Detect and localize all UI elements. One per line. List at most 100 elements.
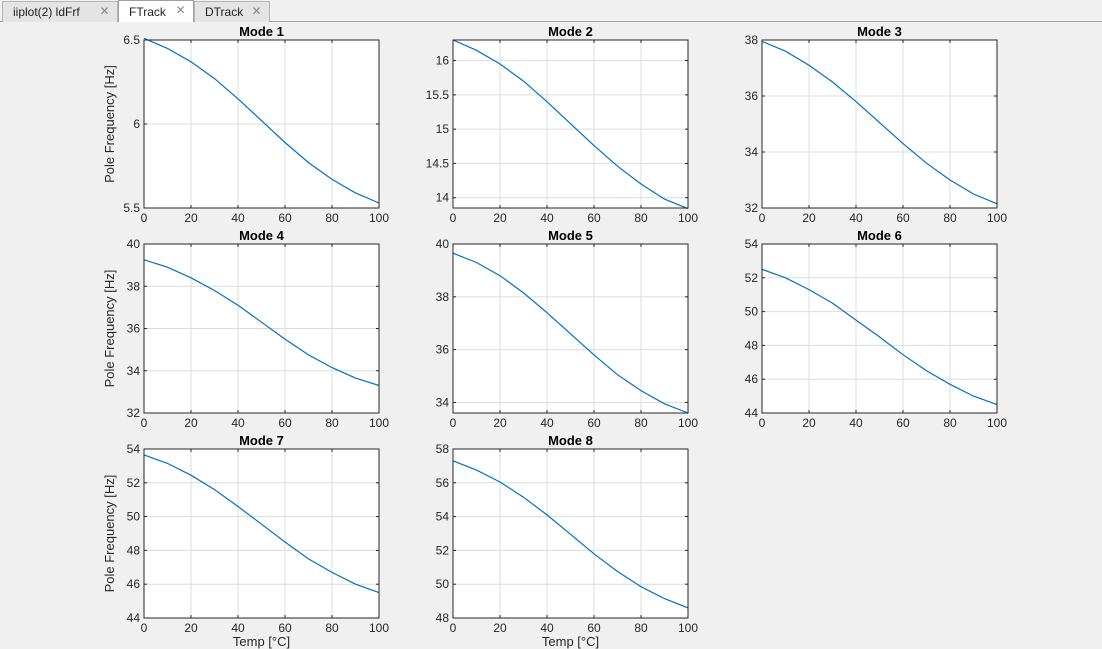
mode-3-title: Mode 3 bbox=[857, 24, 902, 39]
x-tick-label: 20 bbox=[184, 621, 198, 635]
x-tick-label: 0 bbox=[141, 211, 148, 225]
y-tick-label: 6.5 bbox=[123, 33, 140, 47]
axes-box bbox=[143, 448, 380, 619]
tab-iiplot-ldfrf[interactable]: iiplot(2) ldFrf ✕ bbox=[2, 1, 118, 22]
x-tick-label: 100 bbox=[369, 211, 389, 225]
plot-area bbox=[453, 449, 688, 618]
data-point bbox=[522, 496, 525, 499]
close-x-icon[interactable]: ✕ bbox=[251, 4, 262, 18]
y-tick-label: 36 bbox=[745, 89, 759, 103]
x-tick-label: 80 bbox=[325, 416, 339, 430]
data-point bbox=[522, 291, 525, 294]
data-point bbox=[260, 119, 263, 122]
mode-6-title: Mode 6 bbox=[857, 228, 902, 243]
data-point bbox=[499, 274, 502, 277]
tab-label: DTrack bbox=[205, 5, 244, 19]
y-tick-label: 15.5 bbox=[426, 88, 450, 102]
x-tick-label: 0 bbox=[759, 211, 766, 225]
y-tick-label: 36 bbox=[436, 343, 450, 357]
mode-1-axes[interactable]: 0 20 40 60 80 100 5.5 6 6.5 Mode 1 Pole Frequency … bbox=[102, 24, 389, 225]
data-point bbox=[143, 37, 146, 40]
x-tick-label: 60 bbox=[278, 416, 292, 430]
x-tick-label: 100 bbox=[678, 621, 698, 635]
x-axis-label: Temp [°C] bbox=[233, 634, 290, 649]
x-tick-label: 80 bbox=[634, 621, 648, 635]
close-x-icon[interactable]: ✕ bbox=[99, 4, 110, 18]
mode-5-axes[interactable]: 0 20 40 60 80 100 34 36 38 40 Mode 5 bbox=[436, 228, 699, 430]
data-point bbox=[616, 570, 619, 573]
y-tick-label: 52 bbox=[436, 543, 450, 557]
y-axis-label: Pole Frequency [Hz] bbox=[102, 270, 117, 388]
x-tick-label: 60 bbox=[587, 416, 601, 430]
tab-dtrack[interactable]: DTrack ✕ bbox=[194, 1, 270, 22]
y-tick-label: 54 bbox=[745, 237, 759, 251]
x-tick-label: 0 bbox=[450, 416, 457, 430]
data-point bbox=[307, 353, 310, 356]
data-point bbox=[902, 142, 905, 145]
axes-box bbox=[761, 243, 998, 414]
data-point bbox=[307, 161, 310, 164]
y-tick-label: 32 bbox=[127, 406, 141, 420]
x-tick-label: 40 bbox=[231, 621, 245, 635]
mode-7-axes[interactable]: 0 20 40 60 80 100 44 46 48 50 52 54 Mode 7 Pole Frequ… bbox=[102, 433, 389, 649]
data-point bbox=[831, 302, 834, 305]
x-tick-label: 60 bbox=[278, 211, 292, 225]
mode-2-axes[interactable]: 0 20 40 60 80 100 14 14.5 15 15.5 16 Mode 2 bbox=[426, 24, 699, 225]
y-tick-label: 54 bbox=[436, 510, 450, 524]
y-tick-label: 36 bbox=[127, 322, 141, 336]
data-point bbox=[237, 97, 240, 100]
data-point bbox=[284, 338, 287, 341]
y-tick-label: 14.5 bbox=[426, 156, 450, 170]
data-point bbox=[808, 288, 811, 291]
x-tick-label: 0 bbox=[450, 211, 457, 225]
data-point bbox=[499, 63, 502, 66]
mode-4-title: Mode 4 bbox=[239, 228, 285, 243]
mode-5-series-line bbox=[452, 252, 689, 414]
data-point bbox=[213, 77, 216, 80]
data-point bbox=[663, 402, 666, 405]
data-point bbox=[855, 100, 858, 103]
x-tick-label: 80 bbox=[325, 621, 339, 635]
data-point bbox=[855, 319, 858, 322]
y-tick-label: 34 bbox=[436, 395, 450, 409]
mode-8-series-line bbox=[452, 460, 689, 609]
data-point bbox=[949, 179, 952, 182]
data-point bbox=[808, 64, 811, 67]
x-tick-label: 0 bbox=[759, 416, 766, 430]
close-x-icon[interactable]: ✕ bbox=[175, 3, 186, 17]
y-tick-label: 46 bbox=[127, 577, 141, 591]
data-point bbox=[569, 122, 572, 125]
data-point bbox=[546, 513, 549, 516]
x-tick-label: 100 bbox=[369, 621, 389, 635]
data-point bbox=[616, 373, 619, 376]
data-point bbox=[354, 377, 357, 380]
data-point bbox=[878, 335, 881, 338]
data-point bbox=[354, 583, 357, 586]
data-point bbox=[640, 389, 643, 392]
mode-6-axes[interactable]: 0 20 40 60 80 100 44 46 48 50 52 54 Mode 6 bbox=[745, 228, 1008, 430]
mode-3-series-line bbox=[761, 40, 998, 205]
mode-8-axes[interactable]: 0 20 40 60 80 100 48 50 52 54 56 58 Mode 8 Temp [°C] bbox=[436, 433, 699, 649]
data-point bbox=[237, 304, 240, 307]
data-point bbox=[663, 597, 666, 600]
mode-4-axes[interactable]: 0 20 40 60 80 100 32 34 36 38 40 Mode 4 Pole Frequen… bbox=[102, 228, 389, 430]
x-tick-label: 80 bbox=[943, 211, 957, 225]
data-point bbox=[475, 49, 478, 52]
data-point bbox=[831, 81, 834, 84]
tab-ftrack[interactable]: FTrack ✕ bbox=[118, 0, 194, 22]
x-tick-label: 0 bbox=[141, 621, 148, 635]
x-tick-label: 60 bbox=[587, 621, 601, 635]
y-tick-label: 48 bbox=[127, 543, 141, 557]
data-point bbox=[663, 198, 666, 201]
x-tick-label: 80 bbox=[634, 416, 648, 430]
data-point bbox=[593, 144, 596, 147]
data-point bbox=[475, 261, 478, 264]
data-point bbox=[640, 183, 643, 186]
x-tick-label: 60 bbox=[896, 211, 910, 225]
x-tick-label: 100 bbox=[987, 416, 1007, 430]
mode-3-axes[interactable]: 0 20 40 60 80 100 32 34 36 38 Mode 3 bbox=[745, 24, 1008, 225]
data-point bbox=[569, 332, 572, 335]
x-tick-label: 40 bbox=[540, 211, 554, 225]
y-tick-label: 14 bbox=[436, 191, 450, 205]
mode-6-series-line bbox=[761, 268, 998, 406]
